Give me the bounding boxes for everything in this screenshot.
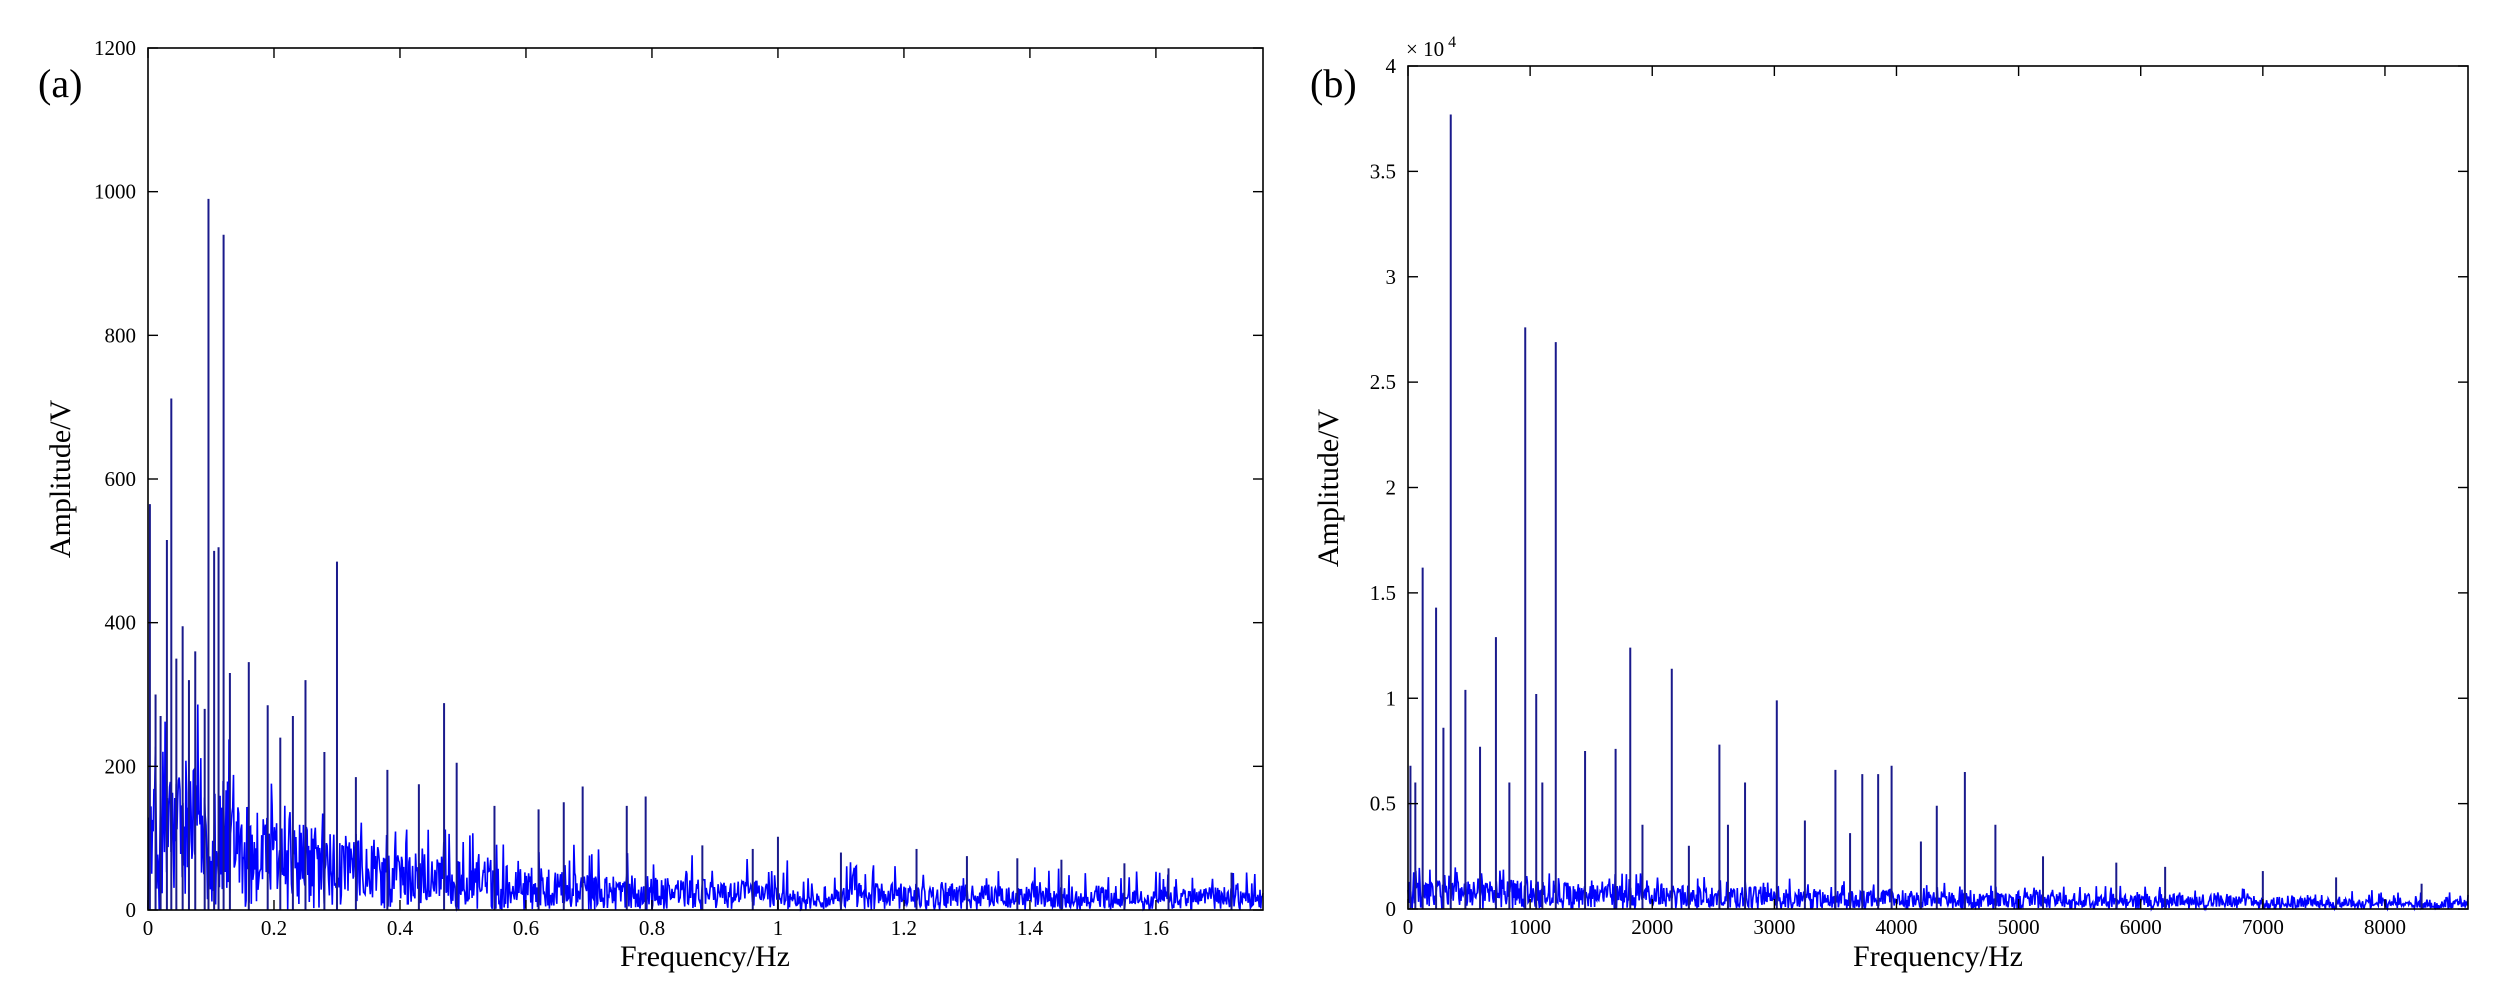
panel-a-x-tick-label: 1.6: [1143, 916, 1169, 940]
panel-b-y-tick-label: 3.5: [1370, 159, 1396, 183]
panel-b-x-tick-label: 0: [1403, 915, 1414, 939]
panel-b-y-tick-label: 3: [1386, 265, 1397, 289]
panel-a-y-tick-label: 1000: [94, 180, 136, 204]
panel-b-x-tick-label: 5000: [1998, 915, 2040, 939]
panel-b-x-tick-label: 7000: [2242, 915, 2284, 939]
panel-a-x-tick-label: 0.6: [513, 916, 539, 940]
panel-b-y-tick-label: 2.5: [1370, 370, 1396, 394]
panel-a-y-axis-label: Amplitude/V: [44, 400, 77, 559]
panel-a-y-tick-label: 800: [105, 323, 137, 347]
panel-b-y-axis-label: Amplitude/V: [1312, 409, 1345, 568]
panel-a-y-ticks: 0 200 400 600 800 1000 1200: [94, 36, 1263, 922]
panel-a: (a) 0 0.2 0.4 0.6 0.8 1 1.2 1.4 1.6 0 200 400 600 80…: [38, 36, 1264, 973]
panel-b-x-axis-label: Frequency/Hz: [1853, 940, 2023, 973]
panel-a-y-tick-label: 600: [105, 467, 137, 491]
panel-b-x-tick-label: 6000: [2120, 915, 2162, 939]
panel-b-y-tick-label: 0: [1386, 897, 1397, 921]
panel-b-multiplier-base: × 10: [1406, 37, 1444, 61]
panel-a-x-tick-label: 0: [143, 916, 154, 940]
panel-b-y-tick-label: 1: [1386, 686, 1397, 710]
panel-b-series: [1407, 114, 2469, 912]
panel-a-x-tick-label: 0.8: [639, 916, 665, 940]
panel-a-x-axis-label: Frequency/Hz: [620, 940, 790, 973]
panel-b-multiplier-exponent: 4: [1448, 34, 1456, 51]
panel-b-label: (b): [1310, 61, 1357, 106]
panel-a-series: [147, 198, 1264, 912]
panel-a-y-tick-label: 200: [105, 754, 137, 778]
panel-b-x-ticks: 0 1000 2000 3000 4000 5000 6000 7000 8000: [1403, 66, 2406, 939]
panel-b-multiplier: × 10 4: [1406, 34, 1456, 61]
panel-a-x-tick-label: 1.4: [1017, 916, 1044, 940]
panel-b: (b) × 10 4 0 1000 2000 3000 4000 5000 6000 7000…: [1310, 34, 2469, 973]
panel-b-x-tick-label: 3000: [1753, 915, 1795, 939]
panel-a-x-tick-label: 0.4: [387, 916, 414, 940]
panel-a-x-tick-label: 0.2: [261, 916, 287, 940]
panel-a-y-tick-label: 1200: [94, 36, 136, 60]
panel-a-y-tick-label: 400: [105, 611, 137, 635]
panel-b-x-tick-label: 1000: [1509, 915, 1551, 939]
panel-a-y-tick-label: 0: [126, 898, 137, 922]
panel-b-y-tick-label: 4: [1386, 54, 1397, 78]
panel-b-y-tick-label: 1.5: [1370, 581, 1396, 605]
panel-b-y-tick-label: 0.5: [1370, 792, 1396, 816]
panel-a-label: (a): [38, 61, 82, 106]
panel-a-x-tick-label: 1.2: [891, 916, 917, 940]
panel-a-x-ticks: 0 0.2 0.4 0.6 0.8 1 1.2 1.4 1.6: [143, 48, 1169, 940]
panel-b-y-tick-label: 2: [1386, 476, 1397, 500]
panel-b-x-tick-label: 8000: [2364, 915, 2406, 939]
panel-b-x-tick-label: 4000: [1875, 915, 1917, 939]
panel-a-x-tick-label: 1: [773, 916, 784, 940]
panel-b-x-tick-label: 2000: [1631, 915, 1673, 939]
panel-b-y-ticks: 0 0.5 1 1.5 2 2.5 3 3.5 4: [1370, 54, 2468, 921]
